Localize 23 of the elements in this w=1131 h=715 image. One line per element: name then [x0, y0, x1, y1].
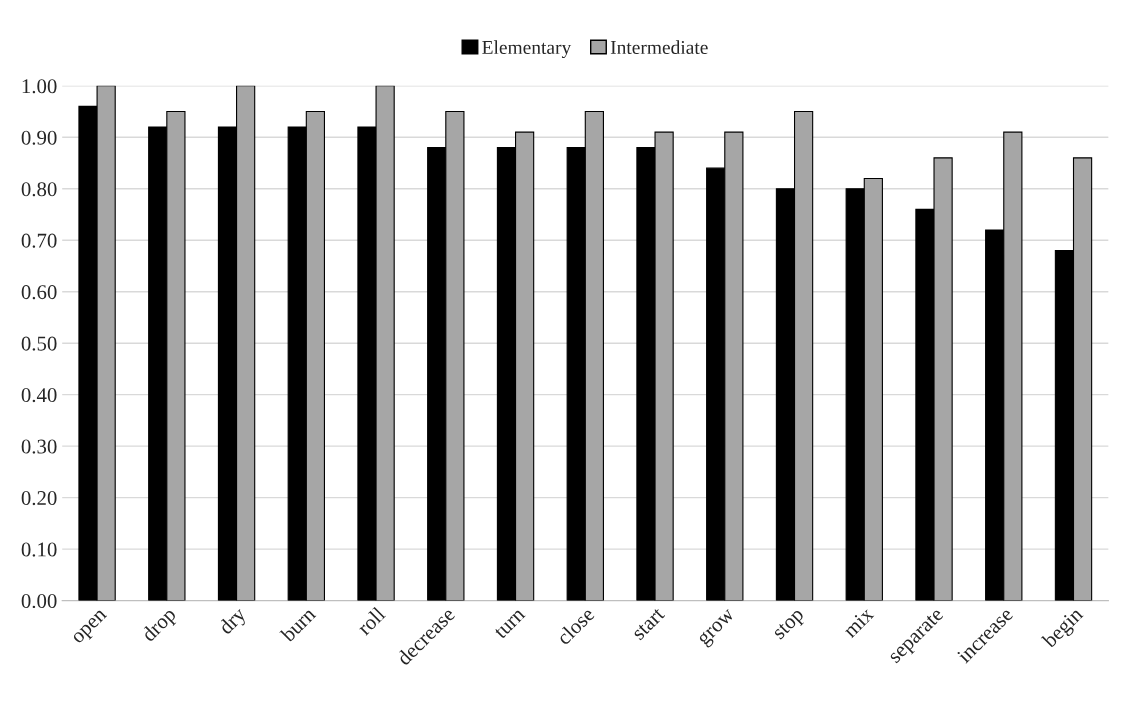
y-tick-label: 0.60 [21, 285, 57, 300]
x-tick-label: roll [355, 605, 387, 636]
legend-label: Elementary [482, 40, 572, 58]
y-tick-label: 0.50 [21, 336, 57, 351]
x-tick-label: dry [217, 605, 250, 638]
y-tick-label: 0.80 [21, 182, 57, 197]
y-tick-label: 0.20 [21, 491, 57, 506]
legend-label: Intermediate [610, 40, 708, 54]
y-tick-label: 0.30 [21, 439, 57, 454]
y-tick-label: 0.90 [21, 130, 57, 145]
y-tick-label: 0.10 [21, 542, 57, 557]
x-tick-label: mix [842, 606, 875, 639]
x-tick-label: stop [772, 607, 808, 643]
x-tick-label: start [632, 607, 666, 641]
x-tick-label: burn [279, 605, 317, 643]
x-tick-label: open [72, 608, 111, 647]
y-tick-label: 0.70 [21, 233, 57, 248]
x-tick-label: close [555, 605, 596, 646]
y-tick-label: 0.00 [21, 593, 57, 609]
x-tick-label: drop [140, 606, 180, 646]
x-tick-label: turn [493, 607, 526, 640]
y-tick-label: 1.00 [22, 79, 57, 94]
y-tick-label: 0.40 [21, 388, 57, 403]
